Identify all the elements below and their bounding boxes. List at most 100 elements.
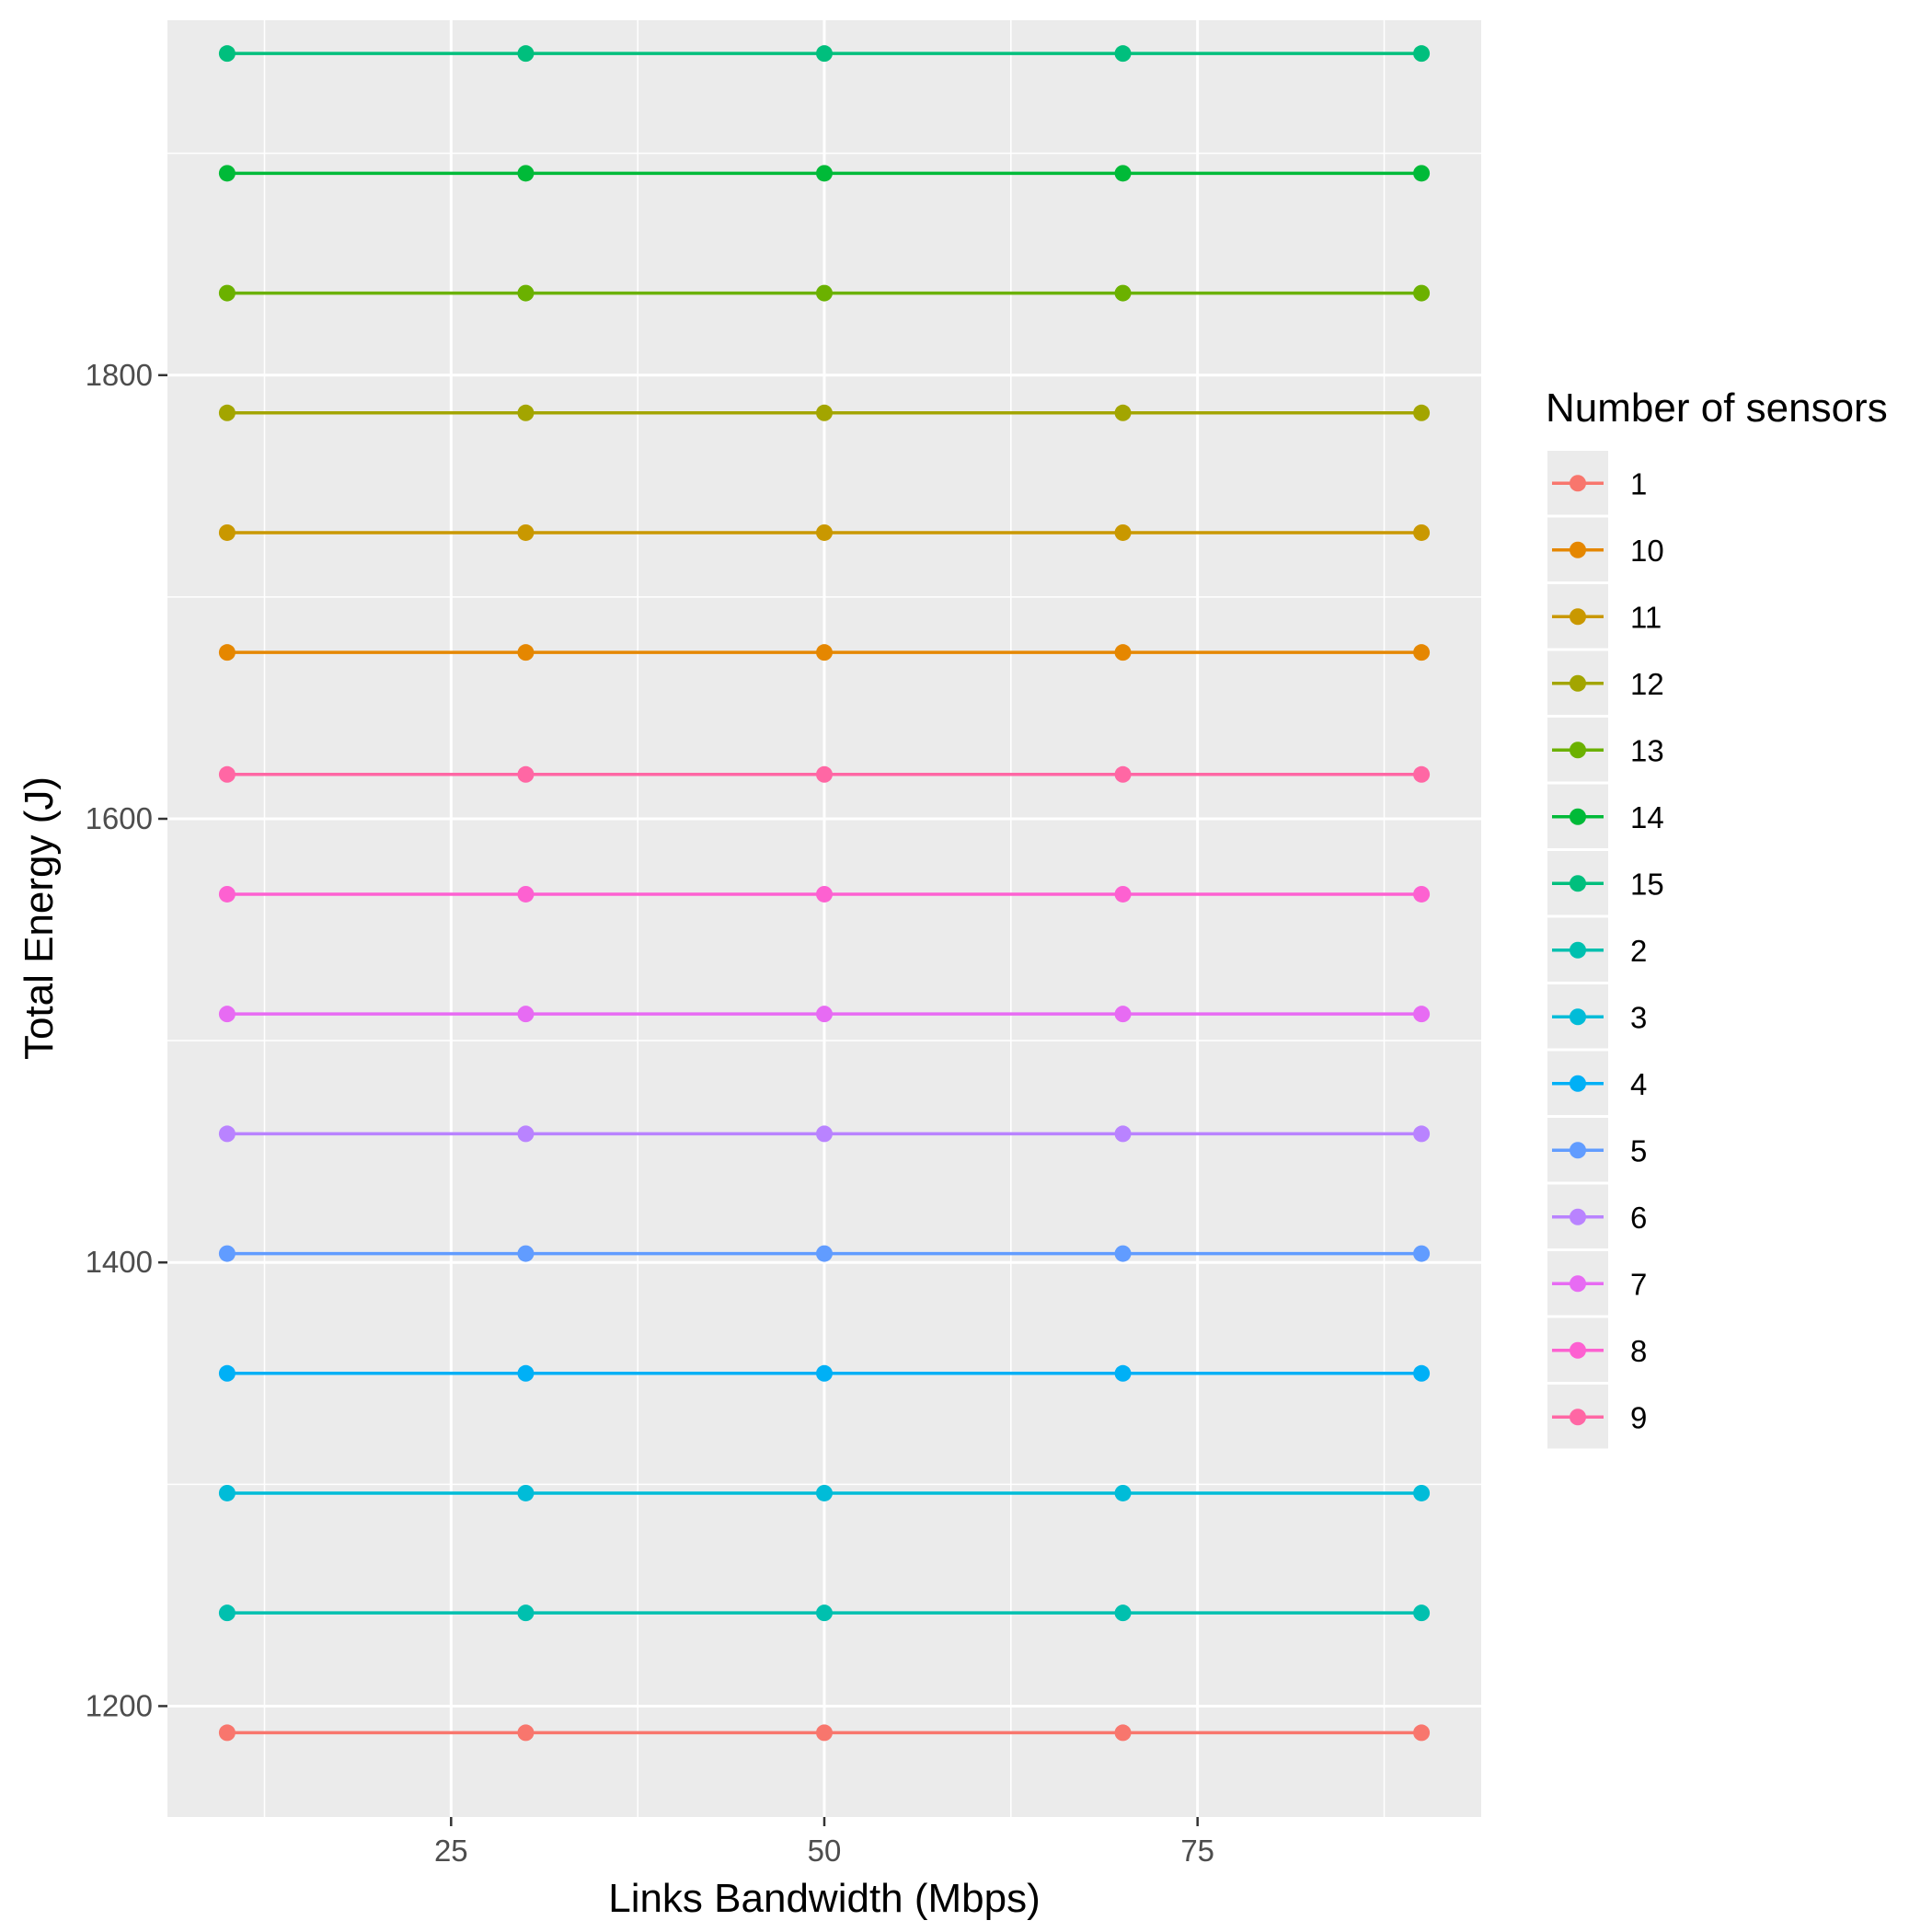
data-point [816, 45, 833, 63]
legend-item: 9 [1547, 1385, 1647, 1449]
data-point [1413, 885, 1431, 903]
series-layer [218, 45, 1431, 1742]
y-tick-label: 1400 [86, 1245, 153, 1279]
data-point [218, 1364, 236, 1382]
data-point [816, 1364, 833, 1382]
legend-item: 1 [1547, 451, 1647, 515]
data-point [816, 1724, 833, 1742]
series-8 [218, 885, 1431, 903]
legend-key-point [1570, 1275, 1586, 1293]
legend-title: Number of sensors [1546, 385, 1888, 431]
data-point [816, 1125, 833, 1143]
data-point [1114, 644, 1132, 661]
data-point [1413, 1364, 1431, 1382]
data-point [218, 765, 236, 783]
series-12 [218, 404, 1431, 421]
data-point [1413, 1604, 1431, 1622]
legend-key-point [1570, 1008, 1586, 1026]
legend-label: 5 [1630, 1133, 1647, 1167]
data-point [1114, 1245, 1132, 1262]
series-7 [218, 1006, 1431, 1023]
data-point [218, 284, 236, 302]
legend-item: 11 [1547, 584, 1662, 649]
data-point [517, 1125, 535, 1143]
data-point [218, 885, 236, 903]
data-point [816, 404, 833, 421]
data-point [1413, 1724, 1431, 1742]
data-point [1114, 404, 1132, 421]
data-point [517, 1604, 535, 1622]
data-point [517, 523, 535, 541]
legend-item: 3 [1547, 984, 1647, 1049]
legend-item: 7 [1547, 1251, 1647, 1316]
data-point [218, 1245, 236, 1262]
data-point [1114, 885, 1132, 903]
data-point [816, 885, 833, 903]
data-point [816, 765, 833, 783]
data-point [1114, 1125, 1132, 1143]
series-1 [218, 1724, 1431, 1742]
data-point [1114, 1006, 1132, 1023]
data-point [816, 284, 833, 302]
data-point [816, 523, 833, 541]
series-6 [218, 1125, 1431, 1143]
tick-labels: 25 50 75 1200 1400 1600 1800 [86, 358, 1214, 1868]
x-tick-label: 75 [1180, 1834, 1214, 1868]
data-point [517, 1484, 535, 1501]
legend-item: 10 [1547, 517, 1664, 581]
data-point [517, 1006, 535, 1023]
legend-label: 9 [1630, 1400, 1647, 1434]
series-10 [218, 644, 1431, 661]
x-tick-label: 25 [434, 1834, 468, 1868]
data-point [517, 1364, 535, 1382]
data-point [517, 404, 535, 421]
x-axis-title: Links Bandwidth (Mbps) [608, 1876, 1041, 1921]
y-tick-label: 1200 [86, 1688, 153, 1722]
series-9 [218, 765, 1431, 783]
legend-key-point [1570, 475, 1586, 492]
legend-label: 14 [1630, 800, 1664, 834]
series-3 [218, 1484, 1431, 1501]
legend-key-point [1570, 1208, 1586, 1225]
data-point [218, 45, 236, 63]
data-point [218, 404, 236, 421]
data-point [1413, 404, 1431, 421]
data-point [517, 644, 535, 661]
data-point [816, 1484, 833, 1501]
data-point [816, 644, 833, 661]
data-point [1413, 1245, 1431, 1262]
data-point [1114, 765, 1132, 783]
legend-items: 1 10 11 12 13 14 15 2 3 4 5 6 7 8 9 [1547, 451, 1664, 1449]
legend-key-point [1570, 1409, 1586, 1426]
y-tick-label: 1800 [86, 358, 153, 392]
data-point [1114, 523, 1132, 541]
data-point [218, 1724, 236, 1742]
axis-ticks [158, 374, 1199, 1826]
legend-item: 14 [1547, 784, 1664, 848]
legend-key-point [1570, 875, 1586, 892]
legend-label: 4 [1630, 1067, 1647, 1101]
data-point [816, 1245, 833, 1262]
legend-label: 3 [1630, 1000, 1647, 1034]
series-5 [218, 1245, 1431, 1262]
data-point [1413, 644, 1431, 661]
data-point [218, 644, 236, 661]
series-14 [218, 165, 1431, 182]
data-point [218, 523, 236, 541]
series-15 [218, 45, 1431, 63]
legend-label: 8 [1630, 1334, 1647, 1368]
data-point [1413, 765, 1431, 783]
data-point [517, 1245, 535, 1262]
data-point [517, 165, 535, 182]
legend-key-point [1570, 941, 1586, 959]
data-point [218, 1604, 236, 1622]
legend-label: 10 [1630, 534, 1664, 568]
data-point [218, 1125, 236, 1143]
series-4 [218, 1364, 1431, 1382]
x-tick-label: 50 [808, 1834, 842, 1868]
data-point [1114, 1604, 1132, 1622]
series-13 [218, 284, 1431, 302]
legend-label: 6 [1630, 1201, 1647, 1235]
legend-key-point [1570, 808, 1586, 825]
